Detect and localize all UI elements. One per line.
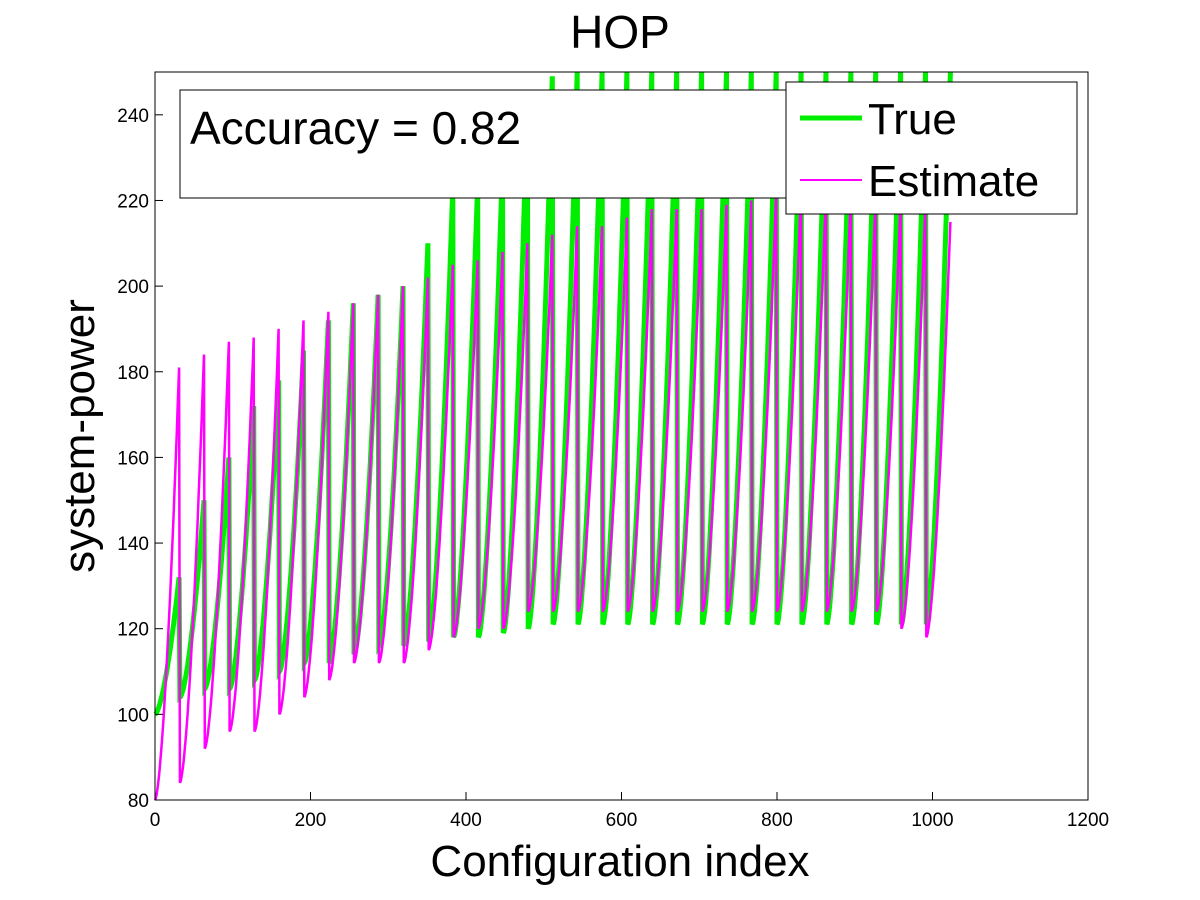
y-tick-label: 80 xyxy=(128,791,149,812)
legend-label-true: True xyxy=(868,95,957,144)
series-line-estimate xyxy=(153,187,952,801)
accuracy-annotation: Accuracy = 0.82 xyxy=(190,102,521,154)
y-axis-label: system-power xyxy=(55,299,104,573)
axis-ticks: 0 200 400 600 800 1000 1200 80 100 120 140 160 180 20… xyxy=(117,106,1109,831)
y-tick-label: 200 xyxy=(117,277,149,298)
annotation-box xyxy=(179,89,791,199)
x-tick-label: 600 xyxy=(606,810,638,831)
legend-box xyxy=(785,81,1078,215)
x-tick-label: 400 xyxy=(450,810,482,831)
y-tick-label: 220 xyxy=(117,191,149,212)
plot-area xyxy=(153,71,953,801)
y-tick-label: 140 xyxy=(117,534,149,555)
y-tick-label: 100 xyxy=(117,705,149,726)
chart-title: HOP xyxy=(570,6,670,58)
y-tick-label: 160 xyxy=(117,448,149,469)
x-tick-label: 0 xyxy=(150,810,161,831)
x-tick-label: 800 xyxy=(761,810,793,831)
legend-label-estimate: Estimate xyxy=(868,157,1039,206)
x-tick-label: 200 xyxy=(295,810,327,831)
y-tick-label: 240 xyxy=(117,106,149,127)
y-tick-label: 120 xyxy=(117,620,149,641)
x-tick-label: 1200 xyxy=(1067,810,1109,831)
y-tick-label: 180 xyxy=(117,363,149,384)
x-tick-label: 1000 xyxy=(911,810,953,831)
x-axis-label: Configuration index xyxy=(430,837,809,886)
